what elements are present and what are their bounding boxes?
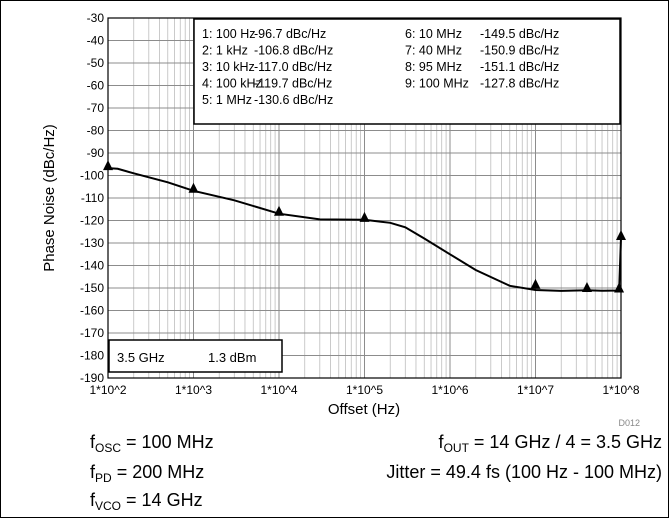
carrier-box: 3.5 GHz 1.3 dBm	[108, 339, 283, 373]
marker-table-cell: 6: 10 MHz	[405, 27, 462, 41]
carrier-power: 1.3 dBm	[208, 350, 256, 365]
y-tick-label: -50	[87, 56, 105, 70]
y-tick-label: -80	[87, 124, 105, 138]
y-tick-label: -190	[80, 371, 104, 385]
y-tick-label: -110	[81, 191, 104, 205]
marker-triangle	[188, 182, 199, 193]
x-tick-label: 1*10^8	[603, 383, 640, 397]
marker-table-cell: -151.1 dBc/Hz	[480, 60, 559, 74]
marker-table-cell: -130.6 dBc/Hz	[254, 93, 333, 107]
marker-triangle	[274, 205, 284, 216]
y-tick-label: -170	[80, 326, 104, 340]
carrier-frequency: 3.5 GHz	[117, 350, 165, 365]
y-tick-label: -140	[80, 259, 104, 273]
marker-table-cell: 2: 1 kHz	[202, 44, 248, 58]
marker-triangle	[614, 282, 625, 293]
y-axis-label: Phase Noise (dBc/Hz)	[41, 124, 58, 272]
plot-area	[107, 17, 622, 379]
marker-table-cell: -150.9 dBc/Hz	[480, 44, 559, 58]
x-tick-label: 1*10^3	[175, 383, 212, 397]
y-tick-label: -130	[80, 236, 104, 250]
phase-noise-trace	[107, 167, 622, 292]
y-tick-label: -160	[80, 304, 104, 318]
f-pd-spec: fPD = 200 MHz	[90, 462, 205, 485]
y-axis-ticks: -30 -40 -50 -60 -70 -80 -90 -100 -110 -120 -130 -14…	[80, 11, 104, 385]
f-out-spec: fOUT = 14 GHz / 4 = 3.5 GHz	[438, 432, 662, 455]
x-tick-label: 1*10^2	[90, 383, 127, 397]
x-tick-label: 1*10^7	[517, 383, 554, 397]
marker-triangle	[616, 230, 626, 241]
x-tick-label: 1*10^6	[432, 383, 469, 397]
marker-table-cell: -117.0 dBc/Hz	[254, 60, 332, 74]
marker-table-cell: -127.8 dBc/Hz	[480, 77, 559, 91]
y-tick-label: -120	[80, 214, 104, 228]
marker-table-cell: -106.8 dBc/Hz	[254, 44, 333, 58]
y-tick-label: -30	[87, 11, 105, 25]
trace-markers	[103, 160, 626, 293]
marker-table: 1: 100 Hz-96.7 dBc/Hz 6: 10 MHz -149.5 dBc…	[193, 18, 621, 125]
y-tick-label: -60	[87, 79, 105, 93]
figure-id: D012	[618, 418, 640, 428]
y-tick-label: -100	[80, 169, 104, 183]
x-axis-ticks: 1*10^2 1*10^3 1*10^4 1*10^5 1*10^6 1*10^7 1*10…	[90, 383, 640, 397]
marker-table-cell: 7: 40 MHz	[405, 44, 462, 58]
marker-table-cell: 3: 10 kHz	[202, 60, 255, 74]
marker-table-cell: -119.7 dBc/Hz	[254, 77, 332, 91]
marker-table-cell: 8: 95 MHz	[405, 60, 462, 74]
phase-noise-chart: -30 -40 -50 -60 -70 -80 -90 -100 -110 -120 -130 -14…	[41, 11, 640, 428]
f-vco-spec: fVCO = 14 GHz	[90, 490, 203, 513]
x-tick-label: 1*10^5	[346, 383, 383, 397]
marker-triangle	[581, 282, 592, 293]
x-axis-label: Offset (Hz)	[328, 401, 400, 418]
marker-table-cell: 5: 1 MHz	[202, 93, 252, 107]
y-tick-label: -150	[80, 281, 104, 295]
marker-table-cell: -149.5 dBc/Hz	[480, 27, 559, 41]
marker-triangle	[103, 160, 113, 171]
marker-table-cell: 4: 100 kHz	[202, 77, 262, 91]
marker-table-cell: 9: 100 MHz	[405, 77, 469, 91]
marker-triangle	[359, 211, 370, 222]
jitter-spec: Jitter = 49.4 fs (100 Hz - 100 MHz)	[386, 462, 662, 482]
f-osc-spec: fOSC = 100 MHz	[90, 432, 214, 455]
y-tick-label: -180	[80, 349, 104, 363]
marker-triangle	[530, 278, 541, 289]
marker-table-cell: 1: 100 Hz	[202, 27, 256, 41]
y-tick-label: -40	[87, 34, 105, 48]
marker-table-cell: -96.7 dBc/Hz	[254, 27, 326, 41]
y-tick-label: -70	[87, 101, 105, 115]
x-tick-label: 1*10^4	[261, 383, 298, 397]
y-tick-label: -90	[87, 146, 105, 160]
